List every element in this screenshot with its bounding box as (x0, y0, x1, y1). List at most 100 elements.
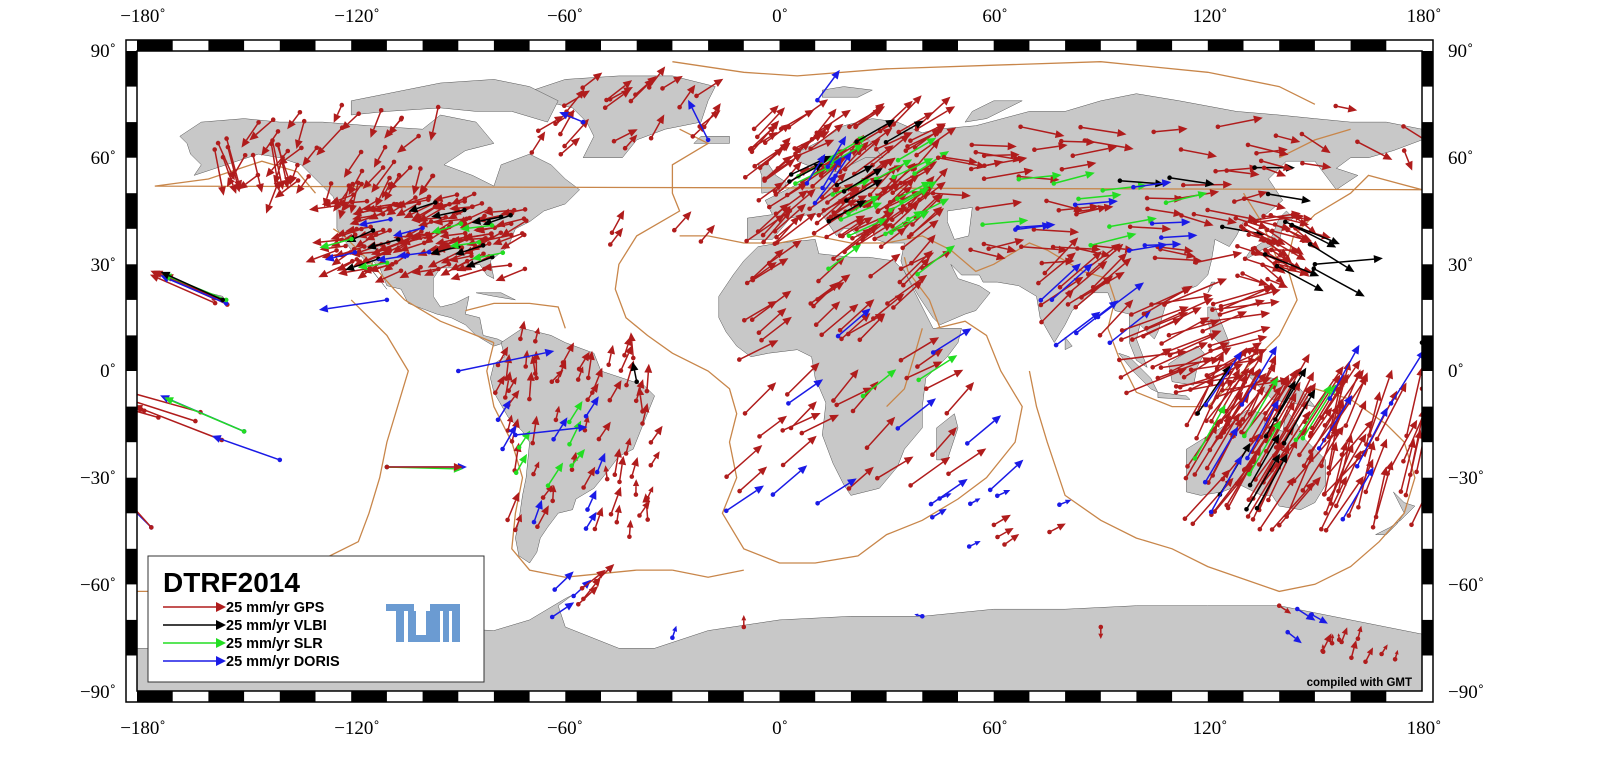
latitude-labels-right: 90˚ 60˚ 30˚ 0˚ −30˚ −60˚ −90˚ (1448, 41, 1484, 703)
frame-segment (351, 40, 387, 51)
lon-tick-label: −120˚ (334, 718, 380, 739)
lon-tick-label: −60˚ (547, 718, 583, 739)
lat-tick-label: 60˚ (91, 148, 116, 169)
frame-segment (1422, 122, 1433, 158)
legend-label: 25 mm/yr VLBI (226, 618, 327, 634)
frame-segment (126, 478, 137, 514)
frame-segment (280, 40, 316, 51)
lon-tick-label: 120˚ (1193, 6, 1228, 27)
lon-tick-label: 60˚ (982, 718, 1007, 739)
frame-segment (126, 193, 137, 229)
lat-tick-label: −60˚ (80, 575, 116, 596)
lon-tick-label: 0˚ (772, 6, 788, 27)
arrowhead-icon (75, 392, 85, 400)
arrowhead-icon (98, 389, 108, 397)
frame-segment (1279, 691, 1315, 702)
frame-segment (126, 549, 137, 585)
lon-tick-label: 180˚ (1407, 6, 1442, 27)
frame-segment (637, 40, 673, 51)
lat-tick-label: 0˚ (100, 361, 116, 382)
frame-segment (126, 264, 137, 300)
frame-segment (351, 691, 387, 702)
lon-tick-label: −120˚ (334, 6, 380, 27)
frame-segment (423, 691, 459, 702)
credit-text: compiled with GMT (1307, 677, 1412, 689)
lat-tick-label: 60˚ (1448, 148, 1473, 169)
frame-segment (1279, 40, 1315, 51)
frame-segment (922, 691, 958, 702)
arrow-shaft (629, 527, 630, 536)
frame-segment (137, 40, 173, 51)
arrow-shaft (1183, 185, 1223, 186)
lon-tick-label: −180˚ (120, 6, 166, 27)
frame-segment (1351, 40, 1387, 51)
frame-segment (1422, 549, 1433, 585)
frame-segment (708, 691, 744, 702)
frame-segment (126, 407, 137, 443)
frame-segment (1422, 51, 1433, 87)
arrow-shaft (553, 492, 554, 501)
lat-tick-label: −60˚ (1448, 575, 1484, 596)
lon-tick-label: 180˚ (1407, 718, 1442, 739)
frame-segment (780, 40, 816, 51)
frame-segment (1065, 691, 1101, 702)
legend-label: 25 mm/yr DORIS (226, 654, 340, 670)
frame-segment (494, 40, 530, 51)
frame-segment (994, 691, 1030, 702)
frame-segment (1136, 40, 1172, 51)
arrowhead-icon (1424, 397, 1431, 407)
legend-label: 25 mm/yr SLR (226, 636, 323, 652)
tum-logo-icon (386, 604, 460, 642)
lon-tick-label: 120˚ (1193, 718, 1228, 739)
arrowhead-icon (1492, 364, 1502, 372)
frame-segment (1422, 335, 1433, 371)
frame-segment (565, 691, 601, 702)
lat-tick-label: −30˚ (80, 468, 116, 489)
frame-segment (1422, 407, 1433, 443)
longitude-labels-bottom: −180˚ −120˚ −60˚ 0˚ 60˚ 120˚ 180˚ (120, 718, 1441, 739)
frame-segment (126, 122, 137, 158)
legend: DTRF2014 25 mm/yr GPS 25 mm/yr VLBI 25 m… (148, 556, 484, 682)
lat-tick-label: −90˚ (1448, 682, 1484, 703)
lat-tick-label: 90˚ (91, 41, 116, 62)
frame-segment (1422, 478, 1433, 514)
frame-segment (1065, 40, 1101, 51)
frame-segment (565, 40, 601, 51)
frame-segment (780, 691, 816, 702)
arrow-shaft (1147, 198, 1174, 199)
frame-segment (1208, 691, 1244, 702)
map-title: DTRF2014 (163, 567, 300, 598)
frame-segment (280, 691, 316, 702)
frame-segment (1422, 193, 1433, 229)
longitude-labels-top: −180˚ −120˚ −60˚ 0˚ 60˚ 120˚ 180˚ (120, 6, 1441, 27)
frame-segment (137, 691, 173, 702)
lat-tick-label: 30˚ (91, 255, 116, 276)
lat-tick-label: −30˚ (1448, 468, 1484, 489)
arrowhead-icon (115, 487, 124, 496)
frame-segment (1422, 264, 1433, 300)
lat-tick-label: 0˚ (1448, 361, 1464, 382)
frame-segment (126, 51, 137, 87)
lon-tick-label: 0˚ (772, 718, 788, 739)
frame-segment (208, 40, 244, 51)
arrow-shaft (53, 386, 141, 410)
arrow-shaft (918, 615, 922, 616)
frame-segment (637, 691, 673, 702)
frame-segment (126, 335, 137, 371)
frame-segment (922, 40, 958, 51)
lat-tick-label: 90˚ (1448, 41, 1473, 62)
arrowhead-icon (47, 382, 57, 390)
arrow-shaft (606, 472, 607, 480)
frame-segment (1351, 691, 1387, 702)
arrowhead-icon (45, 382, 55, 390)
lon-tick-label: −60˚ (547, 6, 583, 27)
frame-segment (423, 40, 459, 51)
frame-segment (851, 691, 887, 702)
frame-segment (494, 691, 530, 702)
arrow-shaft (526, 357, 527, 366)
arrowhead-icon (114, 387, 124, 395)
frame-segment (1136, 691, 1172, 702)
frame-segment (708, 40, 744, 51)
